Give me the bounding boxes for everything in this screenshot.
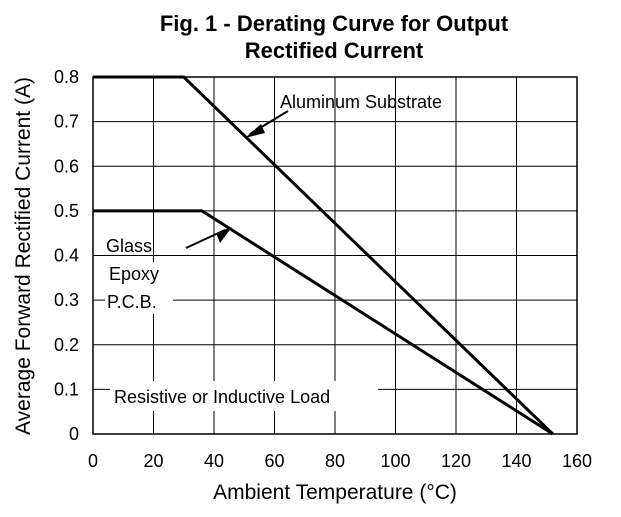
- x-tick-label: 100: [380, 451, 410, 471]
- y-tick-label: 0.5: [54, 201, 79, 221]
- annotation-glass-line-2: Epoxy: [109, 264, 159, 284]
- glass-arrowhead: [216, 227, 232, 243]
- annotation-load-label: Resistive or Inductive Load: [114, 387, 330, 407]
- annotation-aluminum-label: Aluminum Substrate: [280, 92, 442, 112]
- x-tick-label: 0: [88, 451, 98, 471]
- y-tick-label: 0: [69, 424, 79, 444]
- x-tick-label: 40: [204, 451, 224, 471]
- y-axis-label: Average Forward Rectified Current (A): [12, 77, 35, 435]
- annotation-load: Resistive or Inductive Load: [110, 381, 378, 411]
- y-tick-label: 0.6: [54, 156, 79, 176]
- series-line-glass-epoxy: [93, 209, 554, 436]
- annotation-aluminum: Aluminum Substrate: [245, 92, 442, 138]
- annotation-glass-line-1: Glass: [106, 236, 152, 256]
- y-tick-label: 0.4: [54, 246, 79, 266]
- x-tick-label: 80: [325, 451, 345, 471]
- glass-label-bg: [105, 262, 173, 314]
- y-tick-label: 0.8: [54, 67, 79, 87]
- y-tick-label: 0.1: [54, 379, 79, 399]
- x-tick-label: 20: [143, 451, 163, 471]
- chart-title-line-2: Rectified Current: [245, 38, 424, 63]
- y-tick-label: 0.3: [54, 290, 79, 310]
- x-tick-label: 120: [441, 451, 471, 471]
- annotation-glass-epoxy: Glass Epoxy P.C.B.: [105, 227, 232, 314]
- x-tick-label: 60: [264, 451, 284, 471]
- x-tick-label: 140: [501, 451, 531, 471]
- series-line-aluminum: [93, 75, 554, 436]
- x-tick-label: 160: [562, 451, 592, 471]
- load-label-bg: [110, 381, 378, 411]
- chart-title-line-1: Fig. 1 - Derating Curve for Output: [160, 11, 509, 36]
- tick-labels: 0 20 40 60 80 100 120 140 160 0.8 0.7 0.6 0.5 0.4 0.3 0…: [54, 67, 592, 471]
- aluminum-arrowhead: [245, 124, 265, 138]
- series-lines: [93, 75, 554, 436]
- plot-frame: [92, 76, 578, 435]
- y-tick-label: 0.2: [54, 335, 79, 355]
- annotation-glass-line-3: P.C.B.: [107, 292, 157, 312]
- grid-lines: [93, 77, 577, 434]
- x-axis-label: Ambient Temperature (°C): [213, 481, 457, 504]
- y-tick-label: 0.7: [54, 112, 79, 132]
